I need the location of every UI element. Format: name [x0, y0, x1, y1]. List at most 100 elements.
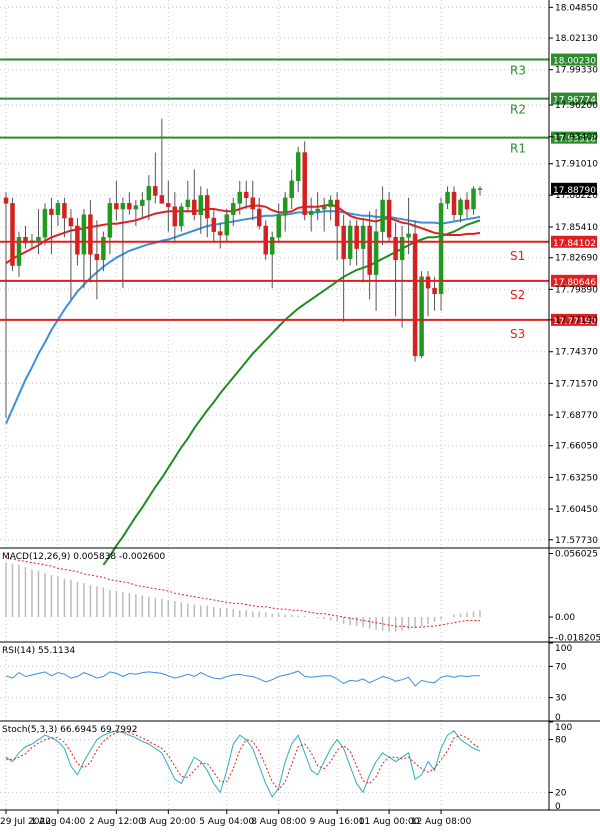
candle-body — [406, 233, 411, 238]
candle-body — [477, 188, 483, 190]
time-tick-label: 3 Aug 20:00 — [141, 817, 196, 827]
level-price-label: 17.80646 — [553, 278, 596, 288]
level-price-tag — [551, 92, 597, 105]
stoch-d-line — [5, 731, 481, 791]
candle-body — [140, 199, 145, 206]
candle-body — [269, 237, 275, 255]
candle-body — [315, 208, 320, 212]
candle-body — [256, 208, 262, 227]
panel-frames — [0, 0, 600, 811]
macd-tick-label: 0.00 — [555, 613, 575, 623]
ma-blue-line — [5, 210, 481, 425]
candle-body — [133, 205, 139, 210]
candle-body — [354, 225, 359, 249]
level-price-label: 18.00230 — [553, 57, 596, 67]
candle-body — [432, 287, 437, 295]
level-name-s2: S2 — [510, 288, 525, 302]
candle-body — [153, 186, 158, 196]
price-tick-label: 17.60450 — [555, 505, 598, 515]
rsi-line — [5, 670, 480, 687]
macd-signal-line — [5, 557, 480, 628]
time-tick-label: 29 Jul 2022 — [0, 817, 51, 827]
candle-body — [412, 233, 418, 357]
time-tick-label: 2 Aug 12:00 — [89, 817, 144, 827]
candle-body — [464, 199, 470, 210]
candle-body — [36, 237, 41, 241]
price-tick-label: 17.96200 — [555, 101, 598, 111]
candle-body — [166, 203, 171, 208]
candle-body — [68, 217, 74, 227]
candle-body — [243, 191, 249, 198]
level-price-label: 17.96774 — [553, 96, 596, 106]
level-price-tag — [551, 131, 597, 144]
price-tick-label: 17.99330 — [555, 66, 598, 76]
candle-body — [289, 180, 294, 198]
ma-green-line — [102, 219, 481, 566]
candle-body — [393, 237, 398, 261]
price-tick-label: 17.74370 — [555, 348, 598, 358]
candle-body — [211, 217, 217, 232]
time-tick-label: 12 Aug 08:00 — [411, 817, 472, 827]
candle-body — [127, 203, 132, 210]
candle-body — [451, 191, 457, 215]
time-tick-label: 8 Aug 08:00 — [251, 817, 306, 827]
candle-body — [218, 231, 223, 236]
candle-body — [75, 225, 80, 255]
candle-body — [276, 214, 281, 238]
rsi-title: RSI(14) 55.1134 — [2, 646, 75, 656]
candle-body — [120, 203, 126, 210]
candle-body — [399, 237, 405, 261]
price-tick-label: 17.82690 — [555, 254, 598, 264]
grid-lines — [0, 0, 549, 810]
candle-body — [380, 199, 385, 232]
level-price-label: 17.93318 — [553, 135, 596, 145]
rsi-panel: RSI(14) 55.1134 100 70 30 0 — [2, 642, 572, 723]
stoch-title: Stoch(5,3,3) 66.6945 69.7992 — [2, 725, 137, 735]
candle-body — [250, 197, 255, 210]
candle-body — [386, 199, 392, 238]
candle-body — [23, 237, 28, 244]
candle-body — [101, 237, 106, 261]
price-tick-label: 17.71570 — [555, 379, 598, 389]
candle-body — [373, 231, 379, 275]
level-price-tag — [551, 235, 597, 248]
price-tick-label: 17.63250 — [555, 473, 598, 483]
rsi-tick-label: 70 — [555, 662, 567, 672]
rsi-tick-label: 30 — [555, 694, 567, 704]
last-price-tag — [551, 182, 597, 195]
rsi-tick-label: 0 — [555, 713, 561, 723]
level-price-tag — [551, 53, 597, 66]
price-axis: 18.04850 18.02130 17.99330 17.96200 17.93400… — [549, 3, 598, 546]
stoch-tick-label: 0 — [555, 802, 561, 812]
candle-body — [55, 203, 61, 215]
candle-body — [295, 152, 301, 182]
candle-body — [107, 203, 113, 238]
stoch-k-line — [5, 730, 481, 798]
candle-body — [88, 214, 93, 255]
level-price-tag — [551, 274, 597, 287]
stoch-tick-label: 100 — [555, 723, 572, 733]
price-tick-label: 17.79890 — [555, 285, 598, 295]
candle-body — [360, 225, 366, 249]
price-tick-label: 17.77190 — [555, 316, 598, 326]
level-price-tag — [551, 313, 597, 326]
candle-body — [81, 214, 87, 255]
candle-body — [308, 211, 314, 215]
price-tick-label: 17.66050 — [555, 442, 598, 452]
level-name-r3: R3 — [510, 64, 526, 78]
candle-body — [458, 199, 463, 215]
candle-body — [172, 206, 178, 227]
level-name-s1: S1 — [510, 249, 525, 263]
macd-title: MACD(12,26,9) 0.005838 -0.002600 — [2, 552, 165, 562]
rsi-tick-label: 100 — [555, 644, 572, 654]
candle-body — [146, 186, 152, 201]
candle-body — [419, 276, 424, 357]
candlesticks — [3, 118, 483, 419]
level-name-s3: S3 — [510, 327, 525, 341]
time-tick-label: 9 Aug 16:00 — [310, 817, 365, 827]
candle-body — [192, 199, 197, 215]
time-tick-label: 11 Aug 00:00 — [359, 817, 420, 827]
